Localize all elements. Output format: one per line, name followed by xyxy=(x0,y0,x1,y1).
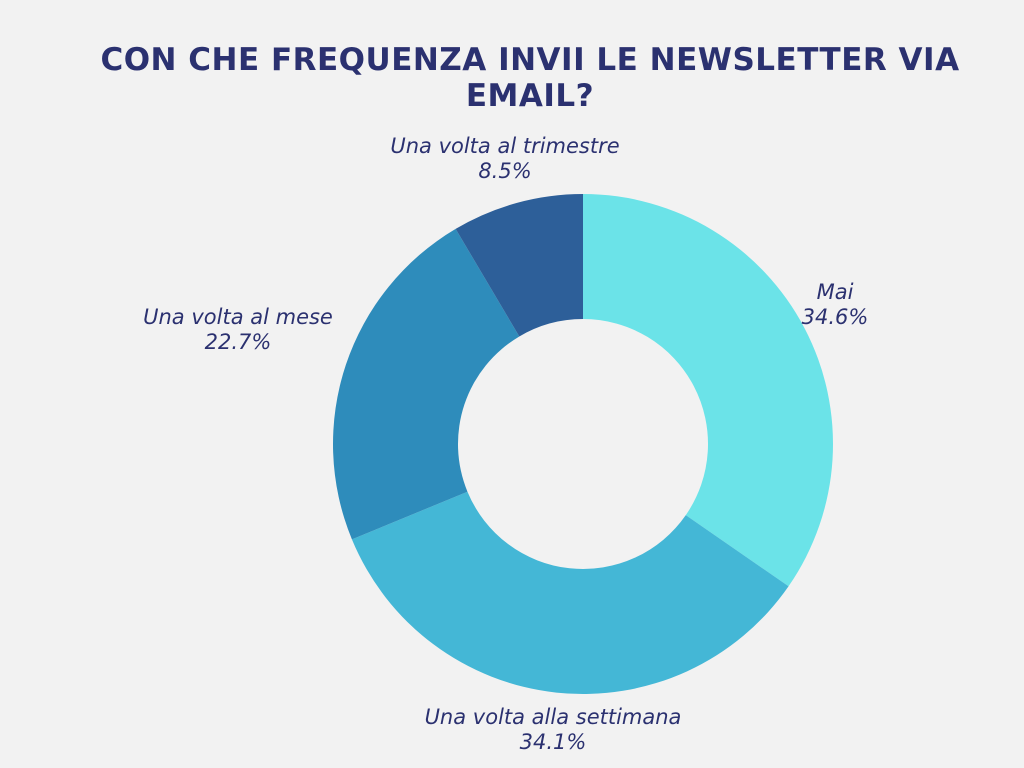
label-trimestre-value: 8.5% xyxy=(478,159,532,183)
slice-trimestre xyxy=(455,194,583,337)
label-trimestre: Una volta al trimestre 8.5% xyxy=(360,134,650,184)
label-settimana-value: 34.1% xyxy=(519,730,587,754)
label-mese-name: Una volta al mese xyxy=(143,305,333,329)
slice-mese xyxy=(333,228,520,540)
label-mai-name: Mai xyxy=(816,280,854,304)
label-settimana-name: Una volta alla settimana xyxy=(424,705,682,729)
label-mese: Una volta al mese 22.7% xyxy=(118,305,358,355)
slice-mai xyxy=(583,194,834,587)
label-mai-value: 34.6% xyxy=(801,305,869,329)
label-mese-value: 22.7% xyxy=(204,330,272,354)
chart-title: CON CHE FREQUENZA INVII LE NEWSLETTER VI… xyxy=(100,42,960,114)
label-mai: Mai 34.6% xyxy=(735,280,935,330)
label-settimana: Una volta alla settimana 34.1% xyxy=(393,705,713,755)
slice-settimana xyxy=(351,491,789,695)
label-trimestre-name: Una volta al trimestre xyxy=(390,134,620,158)
